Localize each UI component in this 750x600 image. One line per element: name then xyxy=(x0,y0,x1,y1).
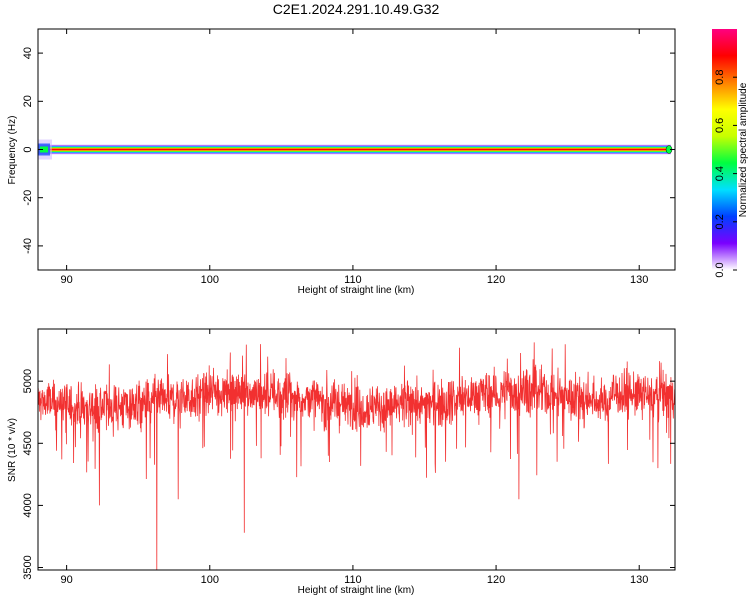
spectrogram-panel: 90 100 110 120 130 40 20 0 -20 -40 Height of str… xyxy=(7,28,676,296)
spec-y-tick-label: -40 xyxy=(22,238,34,254)
spec-y-tick-label: 20 xyxy=(22,95,34,107)
colorbar-tick-label: 0.0 xyxy=(714,262,726,277)
colorbar-tick-label: 0.4 xyxy=(714,166,726,181)
colorbar-label: Normalized spectral amplitude xyxy=(738,82,749,217)
snr-y-tick-label: 3500 xyxy=(22,555,34,579)
chart-title: C2E1.2024.291.10.49.G32 xyxy=(273,1,440,17)
spectrogram-x-ticks: 90 100 110 120 130 xyxy=(61,29,648,286)
snr-frame xyxy=(37,328,676,571)
snr-y-label: SNR (10 * v/v) xyxy=(7,418,18,482)
spec-y-tick-label: -20 xyxy=(22,190,34,206)
spectrogram-x-label: Height of straight line (km) xyxy=(298,285,415,296)
snr-x-tick-label: 110 xyxy=(344,574,362,586)
spectrogram-y-ticks: 40 20 0 -20 -40 xyxy=(22,47,675,254)
snr-x-label: Height of straight line (km) xyxy=(298,585,415,596)
spectrogram-y-label: Frequency (Hz) xyxy=(7,116,18,185)
colorbar-tick-label: 0.6 xyxy=(714,118,726,133)
snr-y-tick-label: 4500 xyxy=(22,431,34,455)
snr-x-tick-label: 100 xyxy=(201,574,219,586)
spec-x-tick-label: 100 xyxy=(201,274,219,286)
spectral-band xyxy=(38,139,673,160)
colorbar-tick-label: 0.8 xyxy=(714,70,726,85)
spec-x-tick-label: 110 xyxy=(344,274,362,286)
spec-x-tick-label: 90 xyxy=(61,274,73,286)
colorbar: 0.0 0.2 0.4 0.6 0.8 Normalized spectral ampl… xyxy=(712,29,749,278)
spec-x-tick-label: 130 xyxy=(630,274,648,286)
colorbar-tick-label: 0.2 xyxy=(714,214,726,229)
snr-y-tick-label: 5000 xyxy=(22,369,34,393)
spectral-band-layer xyxy=(38,148,671,151)
spectral-band-start-core xyxy=(40,146,48,153)
colorbar-ticks: 0.0 0.2 0.4 0.6 0.8 xyxy=(714,70,737,278)
spec-y-tick-label: 40 xyxy=(22,47,34,59)
spec-x-tick-label: 120 xyxy=(487,274,505,286)
snr-x-tick-label: 90 xyxy=(61,574,73,586)
snr-x-tick-label: 120 xyxy=(487,574,505,586)
snr-y-tick-label: 4000 xyxy=(22,493,34,517)
snr-x-ticks: 90 100 110 120 130 xyxy=(61,329,648,586)
colorbar-gradient xyxy=(712,29,737,270)
spec-y-tick-label: 0 xyxy=(22,146,34,152)
snr-series-line xyxy=(38,342,675,570)
snr-y-ticks: 3500 4000 4500 5000 xyxy=(22,369,675,580)
snr-x-tick-label: 130 xyxy=(630,574,648,586)
snr-panel: 90 100 110 120 130 3500 4000 4500 5000 Height o… xyxy=(7,328,676,596)
